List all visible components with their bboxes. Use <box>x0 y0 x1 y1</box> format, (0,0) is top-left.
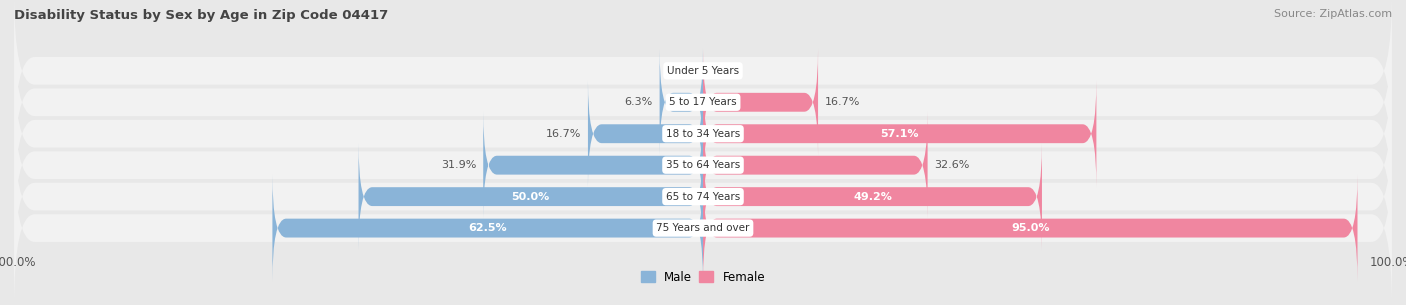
FancyBboxPatch shape <box>14 22 1392 183</box>
Text: 57.1%: 57.1% <box>880 129 920 139</box>
FancyBboxPatch shape <box>588 80 703 187</box>
Text: 18 to 34 Years: 18 to 34 Years <box>666 129 740 139</box>
FancyBboxPatch shape <box>14 116 1392 277</box>
Text: 75 Years and over: 75 Years and over <box>657 223 749 233</box>
Text: Source: ZipAtlas.com: Source: ZipAtlas.com <box>1274 9 1392 19</box>
FancyBboxPatch shape <box>14 0 1392 151</box>
Text: 31.9%: 31.9% <box>441 160 477 170</box>
FancyBboxPatch shape <box>703 143 1042 250</box>
FancyBboxPatch shape <box>484 112 703 219</box>
Text: 16.7%: 16.7% <box>825 97 860 107</box>
Text: 49.2%: 49.2% <box>853 192 891 202</box>
FancyBboxPatch shape <box>359 143 703 250</box>
FancyBboxPatch shape <box>703 80 1097 187</box>
FancyBboxPatch shape <box>659 49 703 156</box>
Text: 0.0%: 0.0% <box>710 66 738 76</box>
Text: 50.0%: 50.0% <box>512 192 550 202</box>
Text: 5 to 17 Years: 5 to 17 Years <box>669 97 737 107</box>
FancyBboxPatch shape <box>703 49 818 156</box>
Text: Disability Status by Sex by Age in Zip Code 04417: Disability Status by Sex by Age in Zip C… <box>14 9 388 22</box>
Text: 16.7%: 16.7% <box>546 129 581 139</box>
FancyBboxPatch shape <box>14 53 1392 214</box>
FancyBboxPatch shape <box>14 85 1392 246</box>
Text: 35 to 64 Years: 35 to 64 Years <box>666 160 740 170</box>
FancyBboxPatch shape <box>703 112 928 219</box>
FancyBboxPatch shape <box>273 174 703 282</box>
Text: Under 5 Years: Under 5 Years <box>666 66 740 76</box>
Text: 62.5%: 62.5% <box>468 223 508 233</box>
Legend: Male, Female: Male, Female <box>636 266 770 289</box>
Text: 6.3%: 6.3% <box>624 97 652 107</box>
FancyBboxPatch shape <box>703 174 1358 282</box>
Text: 32.6%: 32.6% <box>935 160 970 170</box>
Text: 0.0%: 0.0% <box>668 66 696 76</box>
Text: 95.0%: 95.0% <box>1011 223 1049 233</box>
Text: 65 to 74 Years: 65 to 74 Years <box>666 192 740 202</box>
FancyBboxPatch shape <box>14 148 1392 305</box>
